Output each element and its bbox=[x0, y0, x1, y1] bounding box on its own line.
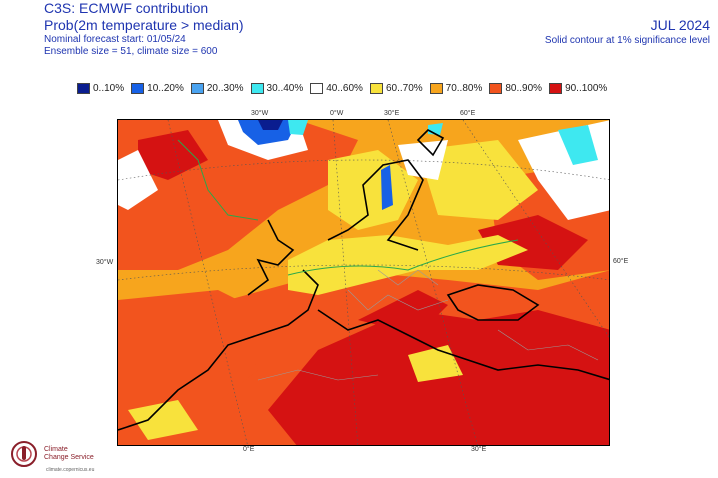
legend-item: 30..40% bbox=[250, 83, 304, 94]
meridian-30e bbox=[387, 120, 478, 445]
legend-item: 20..30% bbox=[190, 83, 244, 94]
coast-kola bbox=[416, 129, 445, 157]
header: C3S: ECMWF contribution Prob(2m temperat… bbox=[44, 0, 244, 58]
logo-line-1: Climate bbox=[44, 446, 68, 453]
legend-swatch bbox=[429, 83, 443, 94]
coast-mediterranean bbox=[317, 309, 609, 381]
label-top-30e: 30°E bbox=[384, 110, 400, 117]
label-top-60e: 60°E bbox=[460, 110, 476, 117]
meridian-0 bbox=[332, 120, 359, 445]
label-bottom-0e: 0°E bbox=[243, 446, 255, 453]
ensemble-size: Ensemble size = 51, climate size = 600 bbox=[44, 46, 218, 57]
label-right-60e: 60°E bbox=[613, 258, 629, 265]
region-90-100-atlantic bbox=[138, 130, 208, 180]
copernicus-logo: Climate Change Service bbox=[10, 438, 94, 470]
legend-swatch bbox=[190, 83, 204, 94]
legend-label: 60..70% bbox=[385, 83, 423, 94]
legend-swatch bbox=[131, 83, 145, 94]
forecast-start: Nominal forecast start: 01/05/24 bbox=[44, 34, 186, 45]
region-60-70-scandinavia bbox=[328, 150, 418, 230]
region-0-10-greenland bbox=[258, 120, 283, 130]
legend-label: 70..80% bbox=[445, 83, 483, 94]
label-bottom-30e: 30°E bbox=[471, 446, 487, 453]
coast-iberia-africa bbox=[118, 269, 319, 431]
chart-title: C3S: ECMWF contribution bbox=[44, 0, 209, 16]
label-top-30w: 30°W bbox=[251, 110, 269, 117]
logo-url: climate.copernicus.eu bbox=[46, 467, 95, 473]
legend-label: 0..10% bbox=[93, 83, 125, 94]
logo-line-2: Change Service bbox=[44, 454, 94, 461]
region-90-100-balkans bbox=[358, 290, 448, 335]
coast-scandinavia bbox=[327, 159, 424, 251]
significance-contours bbox=[177, 139, 519, 276]
significance-note: Solid contour at 1% significance level bbox=[544, 35, 710, 46]
graticule bbox=[118, 120, 609, 445]
legend-swatch bbox=[549, 83, 563, 94]
chart-subtitle: Prob(2m temperature > median) bbox=[44, 17, 244, 33]
legend-item: 90..100% bbox=[549, 83, 607, 94]
region-10-20-baltic bbox=[381, 165, 393, 210]
valid-month: JUL 2024 bbox=[650, 17, 710, 33]
legend-item: 40..60% bbox=[310, 83, 363, 94]
legend-item: 0..10% bbox=[77, 83, 124, 94]
legend-swatch bbox=[250, 83, 264, 94]
coast-black-sea bbox=[446, 284, 540, 321]
legend-swatch bbox=[369, 83, 383, 94]
country-borders bbox=[257, 269, 599, 381]
legend-swatch bbox=[310, 83, 324, 94]
legend-swatch bbox=[489, 83, 503, 94]
region-40-60-west bbox=[118, 150, 158, 210]
border-2 bbox=[377, 269, 439, 286]
border-4 bbox=[257, 369, 379, 381]
parallel-60n bbox=[118, 159, 609, 181]
border-1 bbox=[347, 289, 449, 311]
meridian-30w bbox=[167, 120, 248, 445]
color-legend: 0..10% 10..20% 20..30% 30..40% 40..60% 60..70… bbox=[77, 83, 614, 94]
legend-swatch bbox=[77, 83, 90, 94]
header-right: JUL 2024 Solid contour at 1% significanc… bbox=[545, 17, 710, 47]
label-left-30w: 30°W bbox=[96, 259, 114, 266]
climate-logo-icon bbox=[11, 441, 37, 467]
legend-label: 40..60% bbox=[326, 83, 363, 94]
legend-item: 80..90% bbox=[489, 83, 542, 94]
legend-label: 20..30% bbox=[206, 83, 244, 94]
legend-label: 10..20% bbox=[147, 83, 184, 94]
border-3 bbox=[497, 329, 599, 361]
region-60-70-southwest bbox=[128, 400, 198, 440]
parallel-45n bbox=[118, 264, 609, 281]
region-30-40-greenland bbox=[288, 120, 308, 135]
map-canvas bbox=[118, 120, 609, 445]
region-10-20-greenland bbox=[238, 120, 298, 145]
probability-map bbox=[117, 119, 610, 446]
contour-central bbox=[287, 239, 519, 276]
legend-item: 60..70% bbox=[369, 83, 423, 94]
coast-british-isles bbox=[247, 219, 295, 296]
legend-item: 70..80% bbox=[429, 83, 483, 94]
legend-label: 80..90% bbox=[505, 83, 543, 94]
legend-label: 30..40% bbox=[266, 83, 304, 94]
legend-item: 10..20% bbox=[131, 83, 184, 94]
coastlines bbox=[118, 129, 609, 431]
legend-label: 90..100% bbox=[565, 83, 608, 94]
region-60-70-northeast bbox=[418, 140, 538, 220]
contour-atlantic bbox=[177, 139, 259, 221]
meridian-60e bbox=[462, 120, 609, 338]
region-30-40-siberia bbox=[558, 125, 598, 165]
label-top-0w: 0°W bbox=[330, 110, 344, 117]
